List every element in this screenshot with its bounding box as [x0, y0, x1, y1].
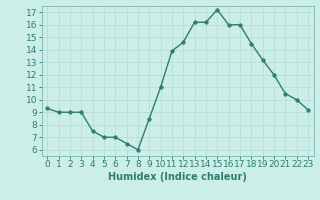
X-axis label: Humidex (Indice chaleur): Humidex (Indice chaleur): [108, 172, 247, 182]
